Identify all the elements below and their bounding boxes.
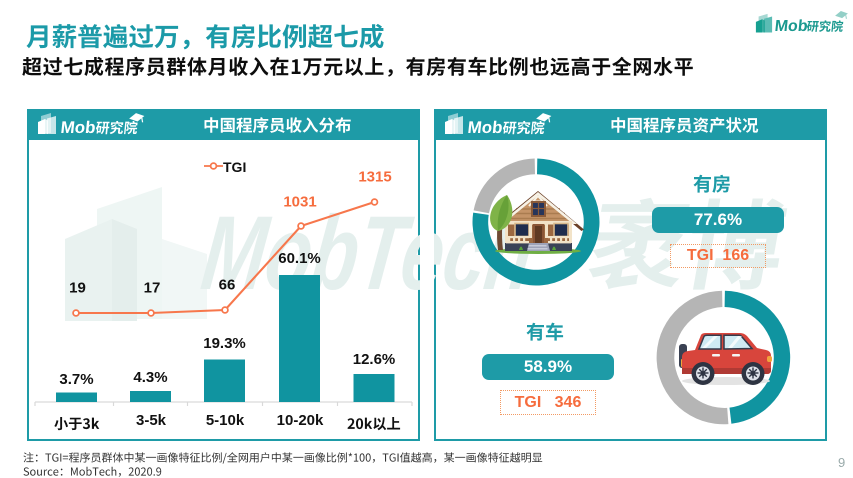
svg-text:Mob: Mob	[467, 118, 504, 137]
svg-text:Mob: Mob	[60, 118, 97, 137]
svg-text:Mob: Mob	[774, 17, 809, 35]
